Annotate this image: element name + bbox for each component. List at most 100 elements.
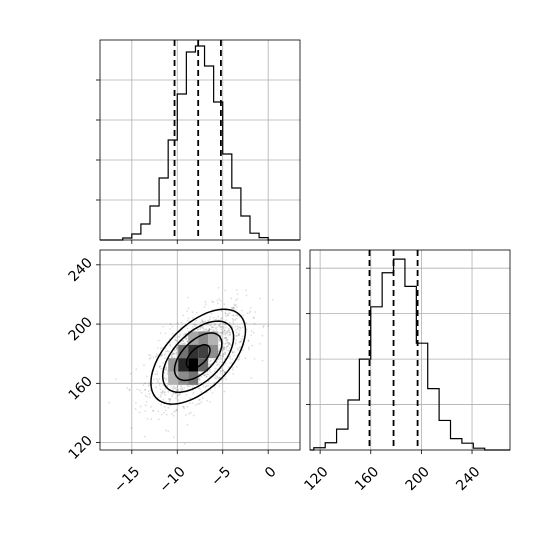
density-point bbox=[218, 376, 221, 379]
density-point bbox=[218, 376, 221, 379]
density-point bbox=[159, 365, 162, 367]
density-point bbox=[176, 394, 179, 397]
density-point bbox=[218, 324, 221, 327]
density-point bbox=[238, 332, 241, 335]
density-point bbox=[226, 339, 229, 342]
density-point bbox=[228, 329, 230, 332]
density-point bbox=[240, 340, 243, 343]
density-x-ticks: −15 −10 −5 0 bbox=[111, 450, 280, 496]
density-point bbox=[237, 359, 239, 361]
density-point bbox=[235, 299, 237, 302]
density-point bbox=[222, 353, 225, 356]
density-point bbox=[220, 355, 222, 357]
density-point bbox=[176, 351, 179, 354]
density-point bbox=[175, 353, 178, 356]
density-point bbox=[186, 296, 189, 299]
density-point bbox=[129, 372, 132, 375]
density-point bbox=[183, 386, 186, 389]
density-point bbox=[167, 406, 170, 409]
density-point bbox=[167, 350, 170, 353]
density-point bbox=[231, 350, 234, 353]
density-point bbox=[267, 325, 270, 327]
density-point bbox=[223, 329, 226, 332]
density-point bbox=[186, 327, 189, 330]
density-point bbox=[148, 382, 150, 384]
density-point bbox=[249, 310, 252, 313]
density-point bbox=[157, 418, 160, 421]
density-cell-1 bbox=[198, 331, 209, 345]
density-point bbox=[205, 385, 208, 388]
density-point bbox=[198, 377, 201, 380]
density-point bbox=[157, 410, 160, 413]
density-point bbox=[226, 341, 229, 344]
density-point bbox=[241, 349, 244, 352]
density-point bbox=[217, 315, 220, 318]
density-point bbox=[149, 396, 151, 399]
density-point bbox=[174, 338, 177, 341]
density-point bbox=[209, 371, 212, 374]
density-point bbox=[170, 354, 173, 357]
density-point bbox=[169, 323, 172, 326]
density-point bbox=[226, 341, 229, 344]
density-point bbox=[161, 353, 163, 356]
density-point bbox=[224, 375, 227, 378]
density-point bbox=[189, 402, 191, 405]
density-point bbox=[235, 331, 238, 334]
density-point bbox=[207, 323, 210, 326]
density-point bbox=[208, 324, 211, 327]
density-cell-9 bbox=[188, 358, 199, 372]
density-point bbox=[165, 368, 167, 371]
density-point bbox=[171, 356, 174, 359]
density-point bbox=[227, 312, 230, 315]
density-point bbox=[146, 417, 149, 420]
density-point bbox=[232, 314, 235, 317]
density-point bbox=[197, 378, 200, 381]
density-point bbox=[145, 400, 148, 403]
density-point bbox=[142, 384, 145, 387]
density-point bbox=[169, 343, 172, 346]
density-point bbox=[225, 378, 227, 381]
density-contour-1 bbox=[173, 332, 223, 382]
density-point bbox=[147, 390, 150, 392]
density-point bbox=[204, 385, 207, 388]
density-point bbox=[180, 342, 183, 345]
density-point bbox=[163, 412, 165, 414]
density-point bbox=[159, 332, 162, 334]
density-point bbox=[213, 358, 215, 361]
density-point bbox=[200, 401, 203, 403]
density-point bbox=[164, 368, 167, 371]
density-point bbox=[188, 412, 190, 415]
density-point bbox=[205, 324, 208, 326]
density-point bbox=[220, 328, 223, 331]
density-point bbox=[227, 343, 230, 346]
hist-y-xtick-label-0: 120 bbox=[301, 464, 331, 494]
density-point bbox=[232, 319, 235, 322]
density-point bbox=[181, 388, 184, 391]
density-point bbox=[231, 358, 234, 361]
density-point bbox=[210, 328, 213, 331]
density-point bbox=[213, 370, 216, 373]
density-point bbox=[176, 346, 179, 349]
density-point bbox=[174, 388, 177, 390]
density-point bbox=[245, 289, 247, 292]
density-point bbox=[144, 389, 147, 391]
density-point bbox=[187, 317, 190, 320]
density-point bbox=[237, 349, 240, 352]
density-point bbox=[154, 373, 157, 375]
density-point bbox=[239, 340, 242, 343]
density-point bbox=[162, 384, 165, 387]
density-point bbox=[167, 398, 170, 400]
density-point bbox=[253, 322, 256, 325]
density-point bbox=[173, 410, 175, 413]
hist-y-frame bbox=[309, 249, 511, 451]
density-point bbox=[223, 303, 226, 306]
density-point bbox=[231, 368, 234, 371]
hist-y-xtick-label-1: 160 bbox=[352, 464, 382, 494]
density-point bbox=[173, 349, 176, 351]
density-point bbox=[182, 339, 185, 342]
density-point bbox=[201, 326, 203, 329]
density-point bbox=[223, 337, 226, 340]
density-point bbox=[149, 354, 152, 357]
density-point bbox=[208, 328, 211, 331]
density-point bbox=[148, 393, 151, 395]
